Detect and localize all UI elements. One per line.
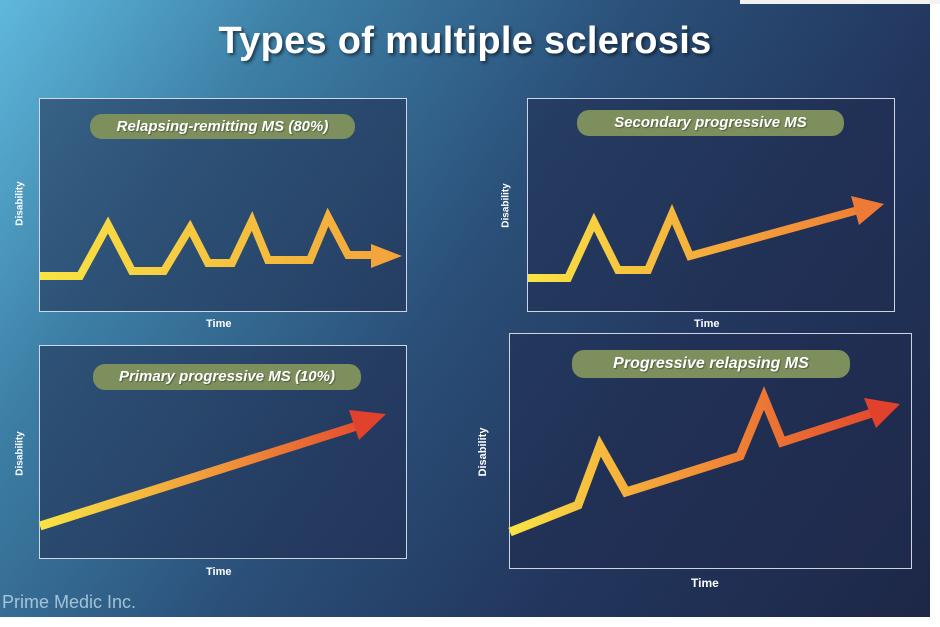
panel-label: Progressive relapsing MS [572, 350, 850, 378]
y-axis-label: Disability [500, 183, 512, 228]
disability-curve [40, 207, 402, 280]
slide-title: Types of multiple sclerosis [218, 20, 712, 62]
x-axis-label: Time [206, 318, 232, 330]
watermark-text: Prime Medic Inc. [2, 592, 137, 612]
disability-curve [528, 196, 884, 282]
y-axis-label: Disability [14, 431, 26, 476]
panel-label: Primary progressive MS (10%) [93, 364, 361, 390]
panel-label: Relapsing-remitting MS (80%) [90, 114, 355, 139]
chart-frame [509, 333, 912, 569]
panel-secondary-progressive: Secondary progressive MS Disability Time [500, 98, 895, 330]
chart-frame [527, 98, 895, 312]
x-axis-label: Time [694, 318, 720, 330]
x-axis-label: Time [691, 576, 719, 590]
y-axis-label: Disability [14, 181, 26, 226]
panel-primary-progressive: Primary progressive MS (10%) Disability … [14, 345, 407, 578]
disability-curve [38, 410, 386, 531]
slide: Types of multiple sclerosis Relapsing-re… [0, 0, 930, 617]
panel-relapsing-remitting: Relapsing-remitting MS (80%) Disability … [14, 98, 407, 330]
disability-curve [508, 386, 900, 537]
x-axis-label: Time [206, 566, 232, 578]
panel-progressive-relapsing: Progressive relapsing MS Disability Time [477, 333, 912, 590]
panel-label: Secondary progressive MS [577, 110, 844, 136]
y-axis-label: Disability [477, 427, 489, 477]
chart-frame [39, 345, 407, 559]
chart-frame [39, 98, 407, 312]
top-edge-strip [740, 0, 940, 4]
